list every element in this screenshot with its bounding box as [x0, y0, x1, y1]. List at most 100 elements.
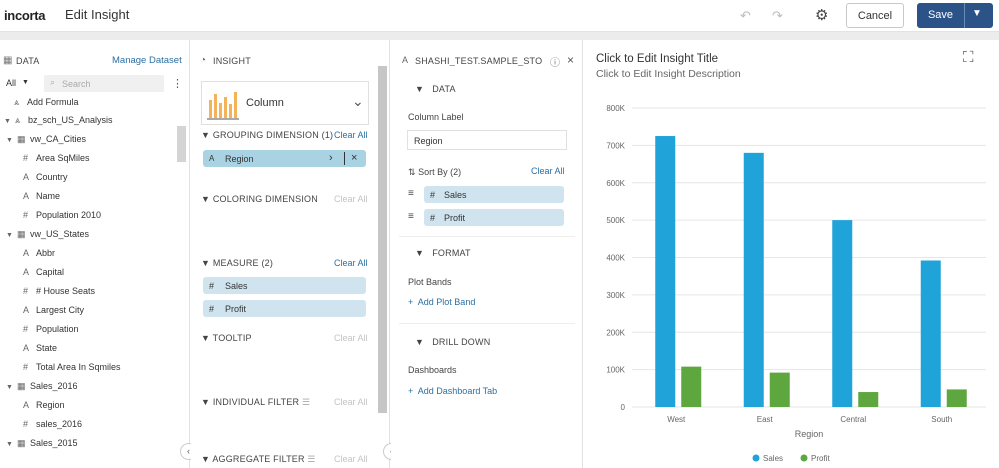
- add-formula-button[interactable]: ⩓ Add Formula: [14, 97, 79, 108]
- column-chart-icon: [207, 92, 239, 120]
- manage-dataset-link[interactable]: Manage Dataset: [112, 55, 182, 66]
- chart-type-select[interactable]: Column ⌄: [201, 81, 369, 125]
- tree-column[interactable]: A Abbr: [23, 248, 55, 258]
- text-type-icon: A: [23, 343, 30, 353]
- schema-icon: ⩓: [15, 115, 21, 125]
- collapse-triangle-icon: ▼: [201, 258, 211, 268]
- table-icon: ▦: [3, 55, 13, 66]
- tree-column[interactable]: A State: [23, 343, 57, 353]
- insight-panel-scrollbar[interactable]: [378, 66, 387, 413]
- tree-column[interactable]: # Population 2010: [23, 210, 101, 220]
- add-plot-band-link[interactable]: + Add Plot Band: [408, 297, 475, 307]
- measure-pill-sales[interactable]: # Sales: [203, 277, 366, 294]
- more-options-icon[interactable]: ⋮: [172, 78, 183, 90]
- measure-clear-all-link[interactable]: Clear All: [334, 258, 368, 268]
- insight-title[interactable]: Click to Edit Insight Title: [596, 53, 719, 65]
- tree-column[interactable]: A Capital: [23, 267, 64, 277]
- grouping-dimension-header: ▼ GROUPING DIMENSION (1): [201, 130, 333, 140]
- save-divider: [964, 3, 965, 28]
- tree-label: Capital: [36, 267, 65, 277]
- aggregate-filter-header: ▼ AGGREGATE FILTER ☰: [201, 454, 316, 465]
- sort-descending-icon[interactable]: ≡: [408, 188, 414, 199]
- tree-node[interactable]: ▼ ⩓ bz_sch_US_Analysis: [4, 115, 113, 126]
- tree-node[interactable]: ▼ ▦ vw_CA_Cities: [6, 134, 86, 145]
- tree-column[interactable]: A Region: [23, 400, 65, 410]
- table-icon: ▦: [17, 438, 26, 448]
- column-label-caption: Column Label: [408, 112, 464, 122]
- data-panel: ▦ DATA Manage Dataset All ▼ ⌕ Search ⋮ ⩓…: [0, 40, 197, 468]
- tree-node[interactable]: ▼ ▦ vw_US_States: [6, 229, 89, 240]
- column-label-input[interactable]: Region: [407, 130, 567, 150]
- expand-triangle-icon[interactable]: ▼: [6, 137, 13, 144]
- filter-select[interactable]: All ▼: [4, 76, 38, 91]
- format-title: FORMAT: [432, 248, 471, 258]
- bar-profit-west: [681, 366, 702, 407]
- coloring-clear-all-link[interactable]: Clear All: [334, 194, 368, 204]
- coloring-dimension-header: ▼ COLORING DIMENSION: [201, 194, 318, 204]
- tree-label: Population 2010: [36, 210, 102, 220]
- expand-triangle-icon[interactable]: ▼: [6, 232, 13, 239]
- tree-column[interactable]: A Name: [23, 191, 60, 201]
- fullscreen-icon[interactable]: ⛶: [963, 49, 974, 66]
- y-tick-label: 100K: [606, 366, 625, 375]
- tree-column[interactable]: A Country: [23, 172, 68, 182]
- tree-column[interactable]: # Population: [23, 324, 79, 334]
- sort-pill-sales[interactable]: # Sales: [424, 186, 564, 203]
- chevron-down-icon[interactable]: ▼: [972, 8, 982, 19]
- tree-column[interactable]: # Area SqMiles: [23, 153, 90, 163]
- redo-icon[interactable]: ↷: [772, 8, 783, 23]
- text-type-icon: A: [23, 400, 30, 410]
- filter-value: All: [6, 78, 17, 88]
- measure-pill-profit[interactable]: # Profit: [203, 300, 366, 317]
- sort-pill-profit[interactable]: # Profit: [424, 209, 564, 226]
- individual-filter-header: ▼ INDIVIDUAL FILTER ☰: [201, 397, 310, 408]
- aggregate-filter-clear-all-link[interactable]: Clear All: [334, 454, 368, 464]
- page-title: Edit Insight: [65, 7, 130, 22]
- y-tick-label: 400K: [606, 254, 625, 263]
- collapse-triangle-icon: ▼: [415, 248, 425, 258]
- expand-triangle-icon[interactable]: ▼: [6, 384, 13, 391]
- grouping-clear-all-link[interactable]: Clear All: [334, 130, 368, 140]
- plot-bands-caption: Plot Bands: [408, 277, 452, 287]
- text-type-icon: A: [402, 55, 409, 65]
- sort-icon: ⇅: [408, 167, 416, 177]
- collapse-triangle-icon: ▼: [201, 130, 211, 140]
- search-input[interactable]: ⌕ Search: [44, 75, 164, 92]
- sort-clear-all-link[interactable]: Clear All: [531, 166, 565, 176]
- add-dashboard-tab-link[interactable]: + Add Dashboard Tab: [408, 386, 497, 396]
- data-panel-scrollbar[interactable]: [177, 126, 186, 162]
- sort-descending-icon[interactable]: ≡: [408, 211, 414, 222]
- info-icon[interactable]: ⓘ: [550, 58, 560, 69]
- tree-node[interactable]: ▼ ▦ Sales_2015: [6, 438, 78, 449]
- tree-label: Area SqMiles: [36, 153, 90, 163]
- undo-icon[interactable]: ↶: [740, 8, 751, 23]
- collapse-triangle-icon: ▼: [201, 333, 211, 343]
- cancel-button[interactable]: Cancel: [846, 3, 904, 28]
- individual-filter-clear-all-link[interactable]: Clear All: [334, 397, 368, 407]
- numeric-type-icon: #: [23, 153, 29, 163]
- search-placeholder: Search: [62, 79, 91, 89]
- insight-description[interactable]: Click to Edit Insight Description: [596, 68, 741, 80]
- tree-node[interactable]: ▼ ▦ Sales_2016: [6, 381, 78, 392]
- close-icon[interactable]: ×: [567, 53, 575, 67]
- numeric-type-icon: #: [209, 304, 215, 314]
- bar-sales-west: [655, 136, 676, 407]
- tree-column[interactable]: # Total Area In Sqmiles: [23, 362, 121, 372]
- chart-panel: Click to Edit Insight Title Click to Edi…: [584, 40, 999, 468]
- gear-icon[interactable]: ⚙: [815, 7, 829, 24]
- table-icon: ▦: [17, 381, 26, 391]
- close-icon[interactable]: ×: [351, 152, 358, 164]
- y-tick-label: 800K: [606, 104, 625, 113]
- incorta-logo: incorta: [4, 8, 46, 23]
- tree-column[interactable]: # sales_2016: [23, 419, 82, 429]
- tree-column[interactable]: # # House Seats: [23, 286, 95, 296]
- tooltip-clear-all-link[interactable]: Clear All: [334, 333, 368, 343]
- expand-triangle-icon[interactable]: ▼: [4, 118, 11, 125]
- expand-triangle-icon[interactable]: ▼: [6, 441, 13, 448]
- chevron-right-icon[interactable]: ›: [329, 152, 333, 164]
- tree-column[interactable]: A Largest City: [23, 305, 84, 315]
- chevron-down-icon: ⌄: [352, 93, 364, 109]
- save-button[interactable]: Save ▼: [917, 3, 993, 28]
- grouping-pill-region[interactable]: A Region › ×: [203, 150, 366, 167]
- legend-label-sales: Sales: [763, 454, 783, 463]
